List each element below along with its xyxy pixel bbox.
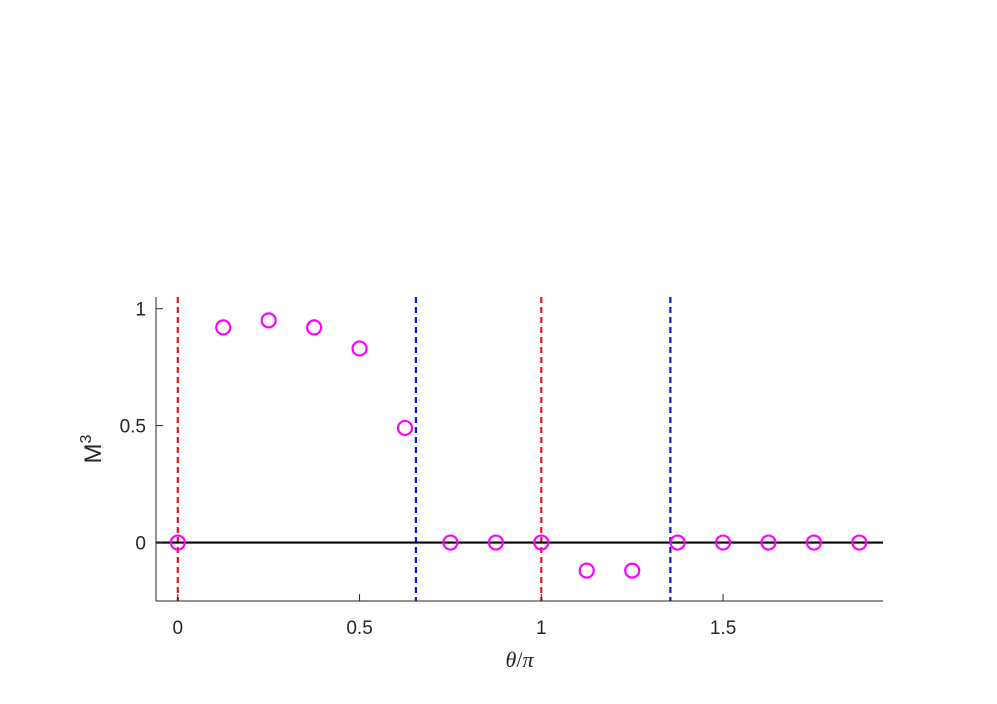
y-label-sup: 3 [78,434,95,443]
x-ticks: 0 0.5 1 1.5 [173,594,736,639]
y-ticks: 00.51 [120,300,163,555]
data-point-4 [351,340,368,357]
x-label-theta: θ [506,647,517,672]
data-point-1 [215,319,232,336]
data-point-15 [851,534,868,551]
data-point-14 [805,534,823,551]
x-tick-label-1: 0.5 [346,618,372,639]
data-point-13 [760,534,777,551]
data-point-5 [396,419,414,437]
data-point-12 [714,534,732,551]
x-label-slash: / [516,647,523,672]
y-axis-label: M3 [78,434,107,463]
data-point-3 [306,319,323,336]
data-point-7 [487,534,504,551]
x-tick-label-2: 1 [536,618,547,639]
data-points [169,312,868,579]
data-point-11 [669,534,686,551]
data-point-6 [442,534,459,551]
x-axis-label: θ/π [506,647,535,672]
x-tick-label-3: 1.5 [710,618,736,639]
data-point-0 [169,534,186,551]
y-label-base: M [80,443,107,463]
data-point-2 [260,312,277,329]
y-tick-label-1: 0.5 [120,417,146,438]
y-tick-label-0: 0 [135,534,146,555]
x-label-pi: π [522,647,534,672]
data-point-8 [533,534,550,551]
data-point-9 [578,562,595,579]
data-point-10 [624,562,641,579]
y-tick-label-2: 1 [135,300,146,321]
axes [155,297,883,602]
reference-lines [176,297,672,601]
x-tick-label-0: 0 [173,618,184,639]
